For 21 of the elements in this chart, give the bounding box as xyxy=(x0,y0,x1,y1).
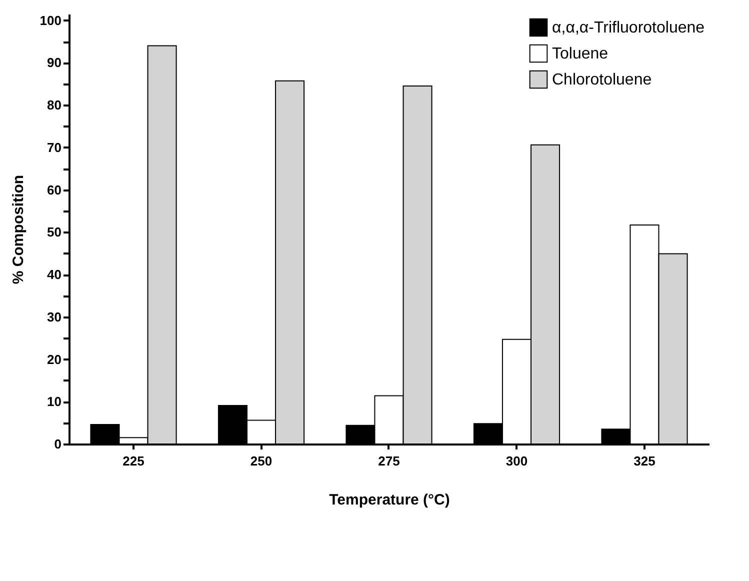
x-tick-label: 250 xyxy=(250,454,272,468)
y-tick-label: 20 xyxy=(47,352,62,367)
y-tick-label: 30 xyxy=(47,309,62,324)
y-tick-label: 60 xyxy=(47,182,62,198)
legend-label: Chlorotoluene xyxy=(552,72,652,88)
y-tick-label: 0 xyxy=(54,436,62,452)
y-tick-label: 100 xyxy=(40,12,62,28)
y-tick-label: 80 xyxy=(47,98,62,113)
y-tick-label: 50 xyxy=(47,224,62,240)
y-tick-label: 40 xyxy=(47,267,62,282)
x-tick-label: 300 xyxy=(506,454,528,468)
x-tick-label: 275 xyxy=(378,454,400,468)
x-axis-title: Temperature (°C) xyxy=(329,492,450,508)
x-tick-label: 225 xyxy=(122,454,144,468)
legend-label: α,α,α-Trifluorotoluene xyxy=(552,20,705,36)
y-tick-label: 70 xyxy=(47,140,62,155)
legend-label: Toluene xyxy=(552,46,608,62)
y-tick-label: 10 xyxy=(47,394,62,410)
y-tick-label: 90 xyxy=(47,55,62,70)
x-tick-label: 325 xyxy=(634,454,656,468)
y-axis-title: % Composition xyxy=(10,174,27,284)
